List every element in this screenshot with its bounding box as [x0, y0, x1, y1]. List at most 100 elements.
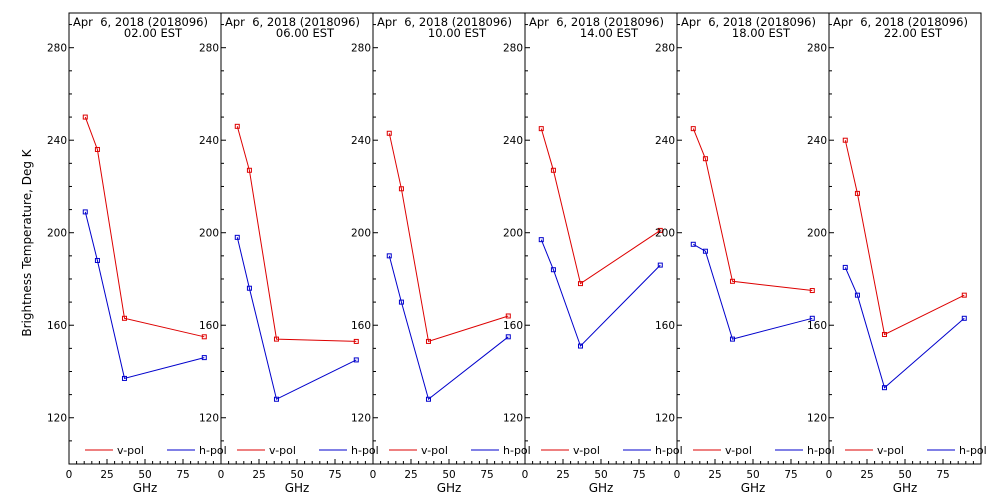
legend-label-v-pol: v-pol	[269, 444, 296, 457]
y-tick-label: 280	[351, 43, 371, 55]
data-point-h-pol	[353, 357, 359, 363]
x-tick-label: 50	[898, 469, 911, 481]
panel-subtitle: 06.00 EST	[276, 26, 335, 40]
y-tick-label: 120	[351, 413, 371, 425]
data-point-v-pol	[505, 313, 511, 319]
y-tick-label: 160	[807, 320, 827, 332]
x-tick-label: 25	[404, 469, 417, 481]
x-tick-label: 50	[290, 469, 303, 481]
data-point-v-pol	[353, 338, 359, 344]
data-point-h-pol	[690, 241, 696, 247]
y-tick-label: 160	[351, 320, 371, 332]
data-point-v-pol	[729, 278, 735, 284]
series-line-h-pol	[844, 267, 965, 389]
x-tick-label: 0	[66, 469, 73, 481]
series-line-h-pol	[540, 239, 661, 347]
data-point-h-pol	[505, 334, 511, 340]
data-point-v-pol	[702, 156, 708, 162]
data-point-h-pol	[82, 209, 88, 215]
x-tick-label: 75	[328, 469, 341, 481]
panel-subtitle: 14.00 EST	[580, 26, 639, 40]
legend-label-h-pol: h-pol	[807, 444, 835, 457]
legend-label-v-pol: v-pol	[877, 444, 904, 457]
panel-4: Apr 6, 2018 (2018096)14.00 EST 120 160 200 2…	[503, 12, 683, 495]
y-tick-label: 280	[655, 43, 675, 55]
panel-5: Apr 6, 2018 (2018096)18.00 EST 120 160 200 2…	[655, 12, 835, 495]
x-tick-label: 75	[936, 469, 949, 481]
panel-6: Apr 6, 2018 (2018096)22.00 EST 120 160 200 2…	[807, 12, 987, 495]
series-line-h-pol	[236, 237, 357, 400]
x-axis-label: GHz	[589, 481, 614, 495]
x-tick-label: 25	[860, 469, 873, 481]
x-tick-label: 0	[522, 469, 529, 481]
data-point-h-pol	[425, 396, 431, 402]
y-tick-label: 120	[503, 413, 523, 425]
data-point-v-pol	[121, 315, 127, 321]
legend-label-h-pol: h-pol	[959, 444, 987, 457]
y-tick-label: 240	[199, 135, 219, 147]
data-point-h-pol	[657, 262, 663, 268]
x-tick-label: 0	[370, 469, 377, 481]
data-point-v-pol	[842, 137, 848, 143]
y-tick-label: 240	[655, 135, 675, 147]
data-point-h-pol	[538, 237, 544, 243]
x-axis-label: GHz	[437, 481, 462, 495]
panels: Apr 6, 2018 (2018096) 02.00 EST 120 160 200 2…	[47, 12, 987, 495]
y-tick-label: 120	[655, 413, 675, 425]
data-point-v-pol	[690, 126, 696, 132]
x-tick-label: 25	[252, 469, 265, 481]
x-axis-label: GHz	[741, 481, 766, 495]
panel-subtitle: 02.00 EST	[124, 26, 183, 40]
data-point-h-pol	[729, 336, 735, 342]
y-tick-label: 200	[199, 228, 219, 240]
panel-2: Apr 6, 2018 (2018096)06.00 EST 120 160 200 2…	[199, 12, 379, 495]
y-tick-label: 200	[807, 228, 827, 240]
data-point-v-pol	[201, 334, 207, 340]
data-point-v-pol	[386, 130, 392, 136]
data-point-h-pol	[842, 264, 848, 270]
y-tick-label: 240	[503, 135, 523, 147]
data-point-v-pol	[657, 227, 663, 233]
x-tick-label: 75	[784, 469, 797, 481]
data-point-v-pol	[82, 114, 88, 120]
y-tick-label: 120	[807, 413, 827, 425]
data-point-v-pol	[398, 186, 404, 192]
series-line-h-pol	[84, 211, 205, 380]
panel-subtitle: 10.00 EST	[428, 26, 487, 40]
data-point-v-pol	[273, 336, 279, 342]
legend-label-v-pol: v-pol	[421, 444, 448, 457]
legend-label-h-pol: h-pol	[351, 444, 379, 457]
data-point-h-pol	[577, 343, 583, 349]
x-axis-label: GHz	[285, 481, 310, 495]
y-tick-label: 200	[503, 228, 523, 240]
x-axis-label: GHz	[893, 481, 918, 495]
y-tick-label: 160	[47, 320, 67, 332]
x-tick-label: 25	[100, 469, 113, 481]
data-point-v-pol	[234, 123, 240, 129]
y-tick-label: 200	[351, 228, 371, 240]
data-point-h-pol	[398, 299, 404, 305]
legend-label-h-pol: h-pol	[655, 444, 683, 457]
series-line-h-pol	[388, 255, 509, 401]
data-point-h-pol	[273, 396, 279, 402]
panel-subtitle: 18.00 EST	[732, 26, 791, 40]
y-tick-label: 280	[199, 43, 219, 55]
data-point-v-pol	[538, 126, 544, 132]
x-tick-label: 75	[480, 469, 493, 481]
panel-title: Apr 6, 2018 (2018096)	[529, 15, 664, 29]
y-axis-label: Brightness Temperature, Deg K	[20, 148, 34, 336]
y-tick-label: 280	[47, 43, 67, 55]
legend-label-h-pol: h-pol	[199, 444, 227, 457]
y-tick-label: 240	[47, 135, 67, 147]
x-tick-label: 0	[826, 469, 833, 481]
data-point-h-pol	[550, 267, 556, 273]
data-point-h-pol	[386, 253, 392, 259]
x-tick-label: 50	[594, 469, 607, 481]
x-tick-label: 25	[708, 469, 721, 481]
x-tick-label: 0	[674, 469, 681, 481]
y-tick-label: 280	[807, 43, 827, 55]
data-point-h-pol	[94, 257, 100, 263]
x-axis-label: GHz	[133, 481, 158, 495]
legend-label-v-pol: v-pol	[573, 444, 600, 457]
